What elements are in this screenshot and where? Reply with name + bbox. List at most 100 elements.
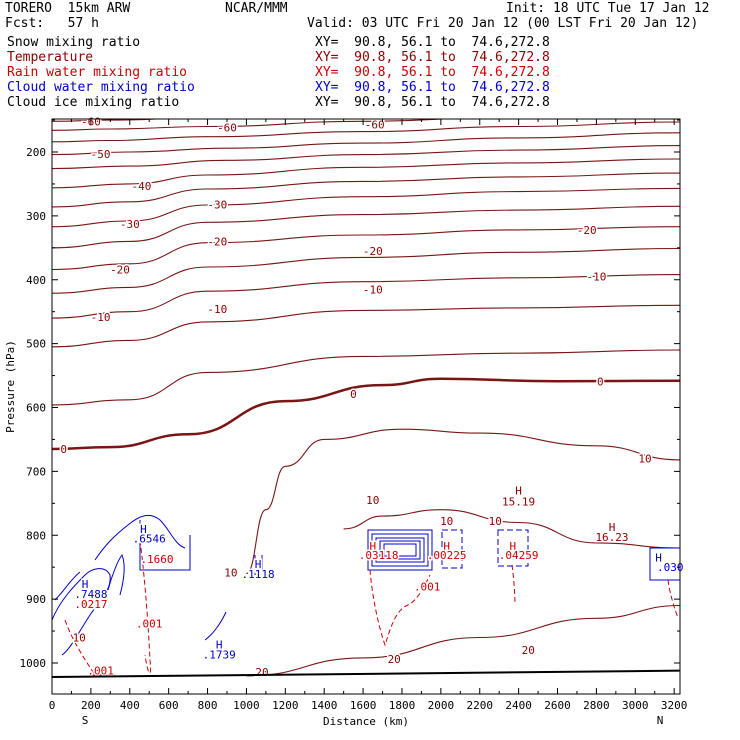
cloud-water-contour [107,554,125,596]
contour-label: H [609,521,616,534]
contour-label: .001 [414,580,441,593]
isotherm-layer [52,119,680,677]
contour-label: -30 [207,198,227,211]
isotherm-10 [343,509,680,549]
legend-cloudice-name: Cloud ice mixing ratio [7,95,180,110]
rain-water-contour [64,619,115,676]
annotation-layer: -60 -60 -60-50-40-30-30 -20-20-20-20-10-10-… [59,114,685,681]
contour-label: 20 [388,653,401,666]
header-org: NCAR/MMM [225,1,288,16]
isotherm--35 [52,172,680,208]
rain-water-contour [511,564,516,606]
x-tick-label: 1200 [272,699,299,712]
rain-water-contour [139,539,151,674]
cloud-water-contour [51,568,111,656]
isotherm--40 [52,158,680,189]
rain-water-contour [369,569,431,647]
contour-label: -20 [110,264,130,277]
contour-label: .1739 [203,649,236,662]
x-tick-label: 2800 [583,699,610,712]
x-tick-label: 3200 [661,699,688,712]
contour-label: .00225 [427,549,467,562]
y-tick-label: 700 [26,465,46,478]
contour-label: H [140,523,147,536]
cloud-water-box [383,543,417,557]
cloud-water-box [371,533,429,567]
contour-label: H [443,540,450,553]
contour-label: 10 [224,566,237,579]
y-tick-label: 300 [26,210,46,223]
contour-label: H [515,485,522,498]
isotherm--15 [52,247,680,294]
y-tick-label: 1000 [20,657,47,670]
contour-label: -50 [91,148,111,161]
y-tick-label: 900 [26,593,46,606]
south-label: S [82,714,89,727]
contour-label: .1118 [242,568,275,581]
isotherm--25 [52,205,680,249]
contour-label: H [82,578,89,591]
contour-label: .6546 [133,532,166,545]
contour-label: 10 [489,515,502,528]
cloud-water-box [497,529,529,567]
cloud-water-contour [54,514,186,601]
surface-line [51,669,681,679]
isotherm--5 [52,304,680,348]
x-tick-label: 400 [120,699,140,712]
legend-rain-name: Rain water mixing ratio [7,65,188,80]
contour-label: -10 [207,303,227,316]
cloud-water-box [367,529,433,571]
x-tick-label: 600 [159,699,179,712]
contour-label: -10 [363,283,383,296]
y-tick-label: 400 [26,274,46,287]
contour-label: -10 [586,271,606,284]
isotherm--45 [52,145,680,170]
legend-temperature-xy: XY= 90.8, 56.1 to 74.6,272.8 [315,50,550,65]
y-tick-label: 200 [26,146,46,159]
contour-label: .001 [136,617,163,630]
contour-label: H [216,639,223,652]
x-tick-label: 1800 [389,699,416,712]
cloud-water-contour [254,555,263,575]
contour-label: 20 [522,644,535,657]
contour-label: 0 [60,443,67,456]
isotherm-20 [246,604,680,677]
contour-label: -20 [363,245,383,258]
x-tick-label: 1600 [350,699,377,712]
header-init: Init: 18 UTC Tue 17 Jan 12 [506,1,710,16]
legend-snow-xy: XY= 90.8, 56.1 to 74.6,272.8 [315,35,550,50]
isotherm--60 [52,119,453,131]
isotherm--55 [52,121,680,143]
legend-rain-xy: XY= 90.8, 56.1 to 74.6,272.8 [315,65,550,80]
contour-label: 10 [366,494,379,507]
isotherm-0 [52,377,680,451]
contour-label: -20 [207,235,227,248]
x-tick-label: 3000 [622,699,649,712]
contour-label: .001 [87,665,114,678]
legend-temperature-name: Temperature [7,50,94,65]
legend-cloudwater-xy: XY= 90.8, 56.1 to 74.6,272.8 [315,80,550,95]
contour-label: .030 [657,561,684,574]
cloud-water-contour [204,611,227,641]
legend-cloudice-xy: XY= 90.8, 56.1 to 74.6,272.8 [315,95,550,110]
x-tick-label: 200 [81,699,101,712]
contour-label: H [369,540,376,553]
cloud-water-box [441,529,463,569]
contour-label: .0217 [74,598,107,611]
contour-label: .04259 [499,549,539,562]
contour-label: -30 [120,218,140,231]
x-axis-label: Distance (km) [323,715,409,728]
north-label: N [657,714,664,727]
cloud-water-contour [139,520,191,571]
x-tick-label: 2600 [544,699,571,712]
contour-label: 15.19 [502,495,535,508]
contour-label: -60 [217,122,237,135]
y-tick-label: 500 [26,338,46,351]
isotherm--30 [52,187,680,228]
x-tick-label: 2000 [428,699,455,712]
header-model: TORERO 15km ARW [5,1,131,16]
isotherm-5 [52,349,680,406]
legend-cloudwater-name: Cloud water mixing ratio [7,80,195,95]
x-tick-label: 2400 [505,699,532,712]
